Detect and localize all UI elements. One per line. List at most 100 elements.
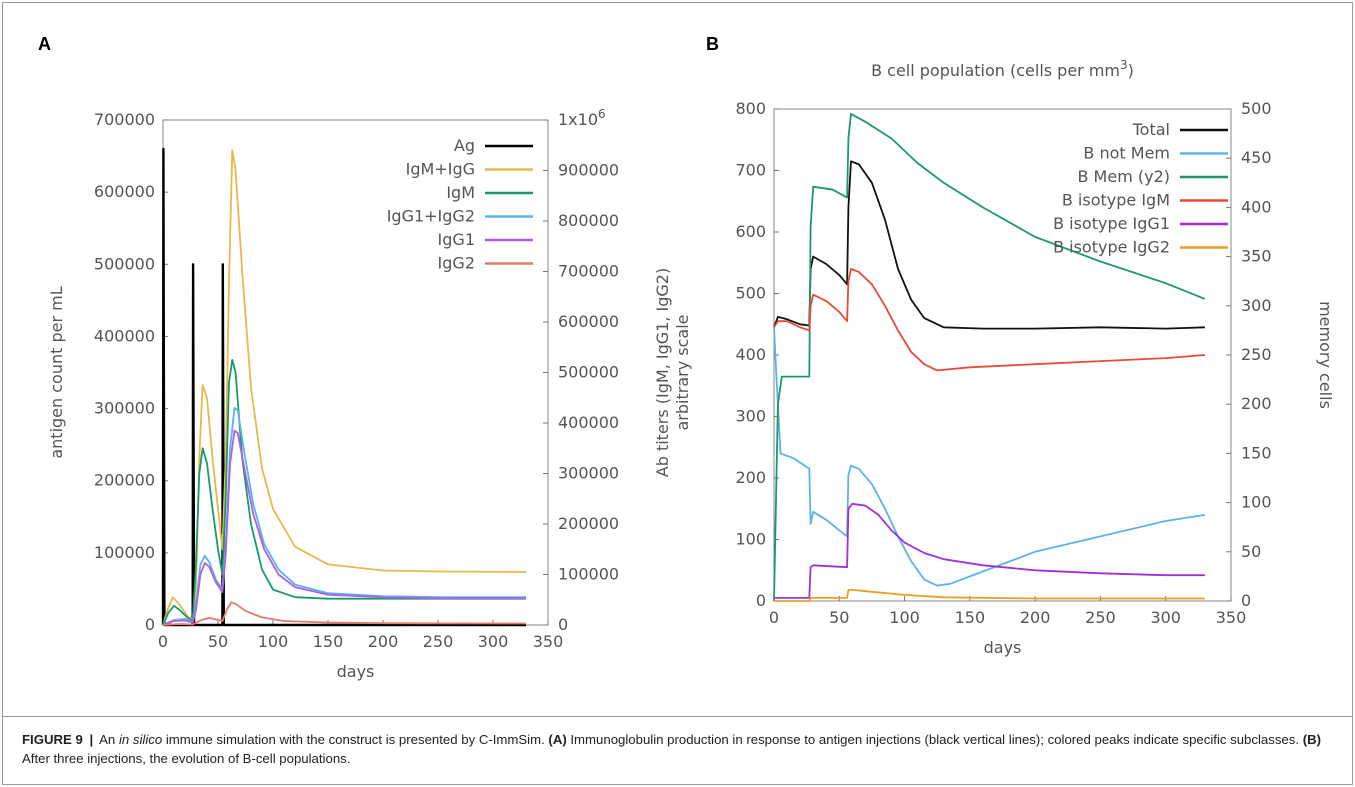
- y2-tick-label: 150: [1241, 443, 1272, 462]
- x-tick-label: 100: [258, 632, 289, 651]
- series-line-b-isotype-igm: [773, 268, 1205, 372]
- plot-frame: [162, 119, 549, 626]
- legend-label-total: Total: [1132, 120, 1170, 139]
- x-tick-label: 100: [889, 608, 920, 627]
- x-tick-label: 0: [158, 632, 168, 651]
- y2-tick-label: 0: [1241, 591, 1251, 610]
- y2-tick-label: 200000: [558, 514, 619, 533]
- chart-a-immunoglobulin: 0 50 100 150 200 250 300 3500100000200000300000…: [47, 107, 692, 681]
- y2-tick-label: 400: [1241, 197, 1272, 216]
- y-tick-label: 300: [735, 407, 766, 426]
- panel-a-letter: A: [38, 34, 51, 54]
- y-tick-label: 100: [735, 530, 766, 549]
- figure-caption: FIGURE 9 | An in silico immune simulatio…: [22, 730, 1332, 768]
- y2-tick-label: 500: [1241, 99, 1272, 118]
- y-tick-label: 0: [756, 591, 766, 610]
- legend-label-igm-igg: IgM+IgG: [406, 160, 475, 179]
- series-line-igg1-igg2: [162, 407, 526, 626]
- y2-tick-label: 400000: [558, 413, 619, 432]
- x-tick-label: 200: [368, 632, 399, 651]
- y-tick-label: 400: [735, 345, 766, 364]
- y2-tick-label: 900000: [558, 161, 619, 180]
- y2-tick-label: 450: [1241, 148, 1272, 167]
- y-tick-label: 700000: [94, 110, 155, 129]
- chart-b-b-cell-population: 0 50 100 150 200 250 300 3500100200300400500600…: [735, 58, 1335, 657]
- y-tick-label: 600000: [94, 182, 155, 201]
- series-line-total: [773, 160, 1205, 330]
- legend-label-b-isotype-igg1: B isotype IgG1: [1053, 214, 1170, 233]
- series-line-igg2: [162, 601, 527, 626]
- y2-axis-label-line1: Ab titers (IgM, IgG1, IgG2): [653, 268, 672, 477]
- series-line-igm-igg: [162, 149, 527, 626]
- y2-axis-label: memory cells: [1316, 301, 1335, 409]
- legend-label-b-mem-y2: B Mem (y2): [1077, 167, 1170, 186]
- y-tick-label: 700: [735, 161, 766, 180]
- x-tick-label: 150: [955, 608, 986, 627]
- legend-label-igg1-igg2: IgG1+IgG2: [387, 207, 475, 226]
- x-axis-label: days: [337, 662, 375, 681]
- legend-label-b-isotype-igm: B isotype IgM: [1062, 191, 1170, 210]
- y-tick-label: 600: [735, 222, 766, 241]
- panel-b-letter: B: [706, 34, 719, 54]
- legend-label-igg2: IgG2: [438, 254, 475, 273]
- x-tick-label: 50: [208, 632, 228, 651]
- caption-text-1: An: [99, 732, 119, 747]
- series-line-ag: [161, 147, 526, 627]
- y-tick-label: 500: [735, 284, 766, 303]
- x-tick-label: 200: [1020, 608, 1051, 627]
- series-line-b-isotype-igg2: [774, 589, 1205, 602]
- legend-label-igm: IgM: [446, 183, 475, 202]
- x-tick-label: 350: [1216, 608, 1247, 627]
- y-tick-label: 500000: [94, 254, 155, 273]
- caption-italic: in silico: [118, 732, 163, 747]
- series-line-b-mem-y2: [773, 113, 1206, 602]
- legend-label-b-not-mem: B not Mem: [1083, 144, 1170, 163]
- legend-label-ag: Ag: [454, 136, 475, 155]
- x-tick-label: 250: [1085, 608, 1116, 627]
- x-tick-label: 50: [829, 608, 849, 627]
- y-axis-label: antigen count per mL: [47, 286, 66, 458]
- y2-tick-label: 300000: [558, 464, 619, 483]
- y2-tick-label: 300: [1241, 296, 1272, 315]
- y2-tick-label: 250: [1241, 345, 1272, 364]
- y2-tick-label: 200: [1241, 394, 1272, 413]
- caption-separator: |: [89, 732, 94, 747]
- caption-bold-a: (A): [548, 732, 567, 747]
- x-axis-label: days: [984, 638, 1022, 657]
- y2-tick-label: 800000: [558, 211, 619, 230]
- caption-divider: [2, 716, 1353, 717]
- x-tick-label: 150: [313, 632, 344, 651]
- legend-label-igg1: IgG1: [438, 230, 475, 249]
- caption-bold-b: (B): [1302, 732, 1322, 747]
- x-tick-label: 350: [533, 632, 564, 651]
- y2-tick-label: 0: [558, 615, 568, 634]
- y-tick-label: 200: [735, 468, 766, 487]
- caption-label: FIGURE 9: [22, 732, 83, 747]
- caption-text-3: Immunoglobulin production in response to…: [566, 732, 1303, 747]
- series-line-b-isotype-igg1: [774, 502, 1205, 599]
- y2-tick-label: 600000: [558, 312, 619, 331]
- y2-tick-label: 100000: [558, 565, 619, 584]
- y2-tick-label: 500000: [558, 363, 619, 382]
- chart-title: B cell population (cells per mm3): [871, 58, 1134, 80]
- caption-text-2: immune simulation with the construct is …: [162, 732, 549, 747]
- y2-tick-label: 1x106: [558, 107, 606, 129]
- y-tick-label: 400000: [94, 326, 155, 345]
- x-tick-label: 0: [769, 608, 779, 627]
- x-tick-label: 300: [478, 632, 509, 651]
- x-tick-label: 250: [423, 632, 454, 651]
- y-tick-label: 100000: [94, 543, 155, 562]
- caption-text-4: After three injections, the evolution of…: [22, 751, 351, 766]
- y2-tick-label: 100: [1241, 493, 1272, 512]
- y2-axis-label-line2: arbitrary scale: [673, 315, 692, 431]
- legend-label-b-isotype-igg2: B isotype IgG2: [1053, 238, 1170, 257]
- series-line-igm: [162, 359, 526, 626]
- y-tick-label: 0: [145, 615, 155, 634]
- y2-tick-label: 700000: [558, 262, 619, 281]
- y2-tick-label: 350: [1241, 247, 1272, 266]
- y-tick-label: 200000: [94, 471, 155, 490]
- y2-tick-label: 50: [1241, 542, 1261, 561]
- y-tick-label: 800: [735, 99, 766, 118]
- x-tick-label: 300: [1150, 608, 1181, 627]
